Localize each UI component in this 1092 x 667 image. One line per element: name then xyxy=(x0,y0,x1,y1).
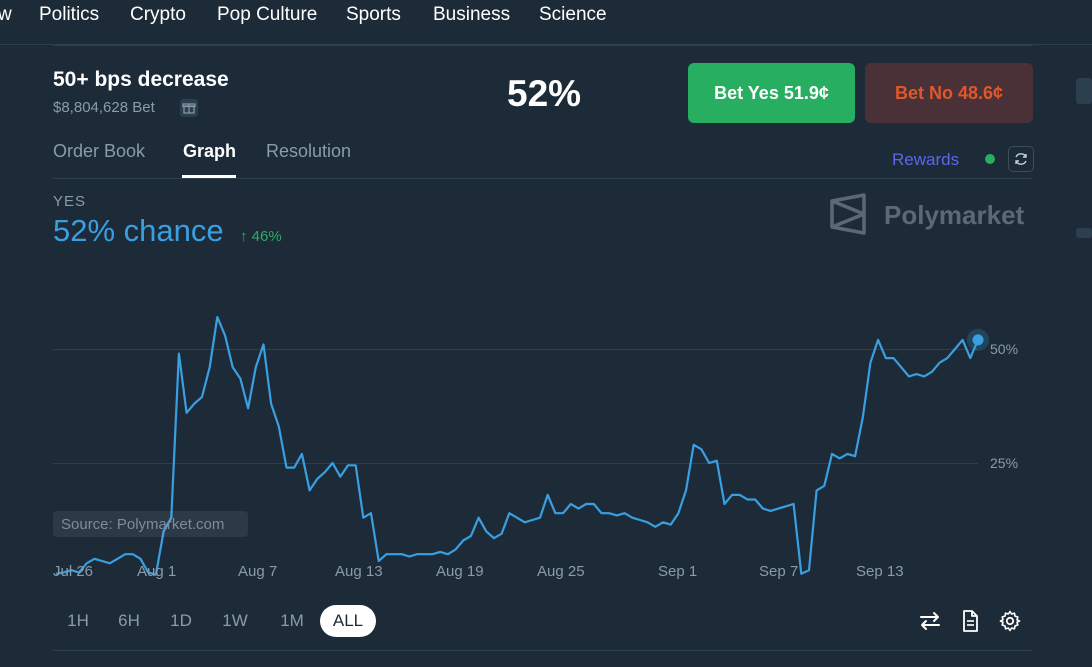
tab-resolution[interactable]: Resolution xyxy=(266,141,352,161)
nav-item-crypto[interactable]: Crypto xyxy=(130,4,186,25)
grid-line-25 xyxy=(53,463,978,464)
nav-item-science[interactable]: Science xyxy=(539,4,607,25)
polymarket-watermark: Polymarket xyxy=(884,200,1025,230)
settings-gear-icon[interactable] xyxy=(998,609,1022,633)
tab-graph[interactable]: Graph xyxy=(183,141,237,161)
gift-icon[interactable] xyxy=(180,99,198,117)
range-1w-button[interactable]: 1W xyxy=(222,611,248,630)
x-tick-label: Sep 1 xyxy=(658,563,698,580)
outcome-change: ↑ 46% xyxy=(240,228,282,245)
polymarket-logo-icon xyxy=(830,193,866,235)
nav-item-business[interactable]: Business xyxy=(433,4,511,25)
rewards-link[interactable]: Rewards xyxy=(892,150,960,169)
tab-order-book[interactable]: Order Book xyxy=(53,141,146,161)
nav-item-clipped[interactable]: w xyxy=(0,4,12,25)
y-tick-label: 25% xyxy=(990,455,1019,471)
market-volume: $8,804,628 Bet xyxy=(53,99,155,116)
refresh-icon[interactable] xyxy=(1008,146,1034,172)
market-title: 50+ bps decrease xyxy=(53,68,229,91)
current-point xyxy=(972,334,984,346)
tabs-divider xyxy=(53,178,1033,179)
nav-item-pop-culture[interactable]: Pop Culture xyxy=(217,4,318,25)
y-tick-label: 50% xyxy=(990,341,1019,357)
range-1d-button[interactable]: 1D xyxy=(170,611,192,630)
range-1m-button[interactable]: 1M xyxy=(280,611,304,630)
top-navigation: w Politics Crypto Pop Culture Sports Bus… xyxy=(0,0,1092,45)
outcome-label: YES xyxy=(53,193,87,210)
range-all-button[interactable]: ALL xyxy=(320,605,376,637)
rewards-status-dot xyxy=(985,154,995,164)
bet-no-button[interactable]: Bet No 48.6¢ xyxy=(865,63,1033,123)
nav-item-sports[interactable]: Sports xyxy=(346,4,401,25)
bet-yes-button[interactable]: Bet Yes 51.9¢ xyxy=(688,63,855,123)
source-label: Source: Polymarket.com xyxy=(53,511,248,537)
price-line xyxy=(55,316,980,576)
active-tab-indicator xyxy=(182,175,236,178)
document-icon[interactable] xyxy=(958,609,982,633)
x-tick-label: Jul 26 xyxy=(53,563,94,580)
market-probability: 52% xyxy=(507,73,582,114)
grid-line-50 xyxy=(53,349,978,350)
x-tick-label: Sep 7 xyxy=(759,563,799,580)
header-divider xyxy=(53,45,1033,46)
x-tick-label: Aug 25 xyxy=(537,563,585,580)
x-tick-label: Aug 19 xyxy=(436,563,484,580)
range-6h-button[interactable]: 6H xyxy=(118,611,140,630)
x-tick-label: Aug 7 xyxy=(238,563,278,580)
scrollbar[interactable] xyxy=(1076,78,1092,598)
x-tick-label: Sep 13 xyxy=(856,563,904,580)
nav-item-politics[interactable]: Politics xyxy=(39,4,100,25)
outcome-chance: 52% chance xyxy=(53,213,224,248)
range-1h-button[interactable]: 1H xyxy=(67,611,89,630)
swap-icon[interactable] xyxy=(918,609,942,633)
x-tick-label: Aug 1 xyxy=(137,563,177,580)
footer-divider xyxy=(53,650,1033,651)
x-tick-label: Aug 13 xyxy=(335,563,383,580)
